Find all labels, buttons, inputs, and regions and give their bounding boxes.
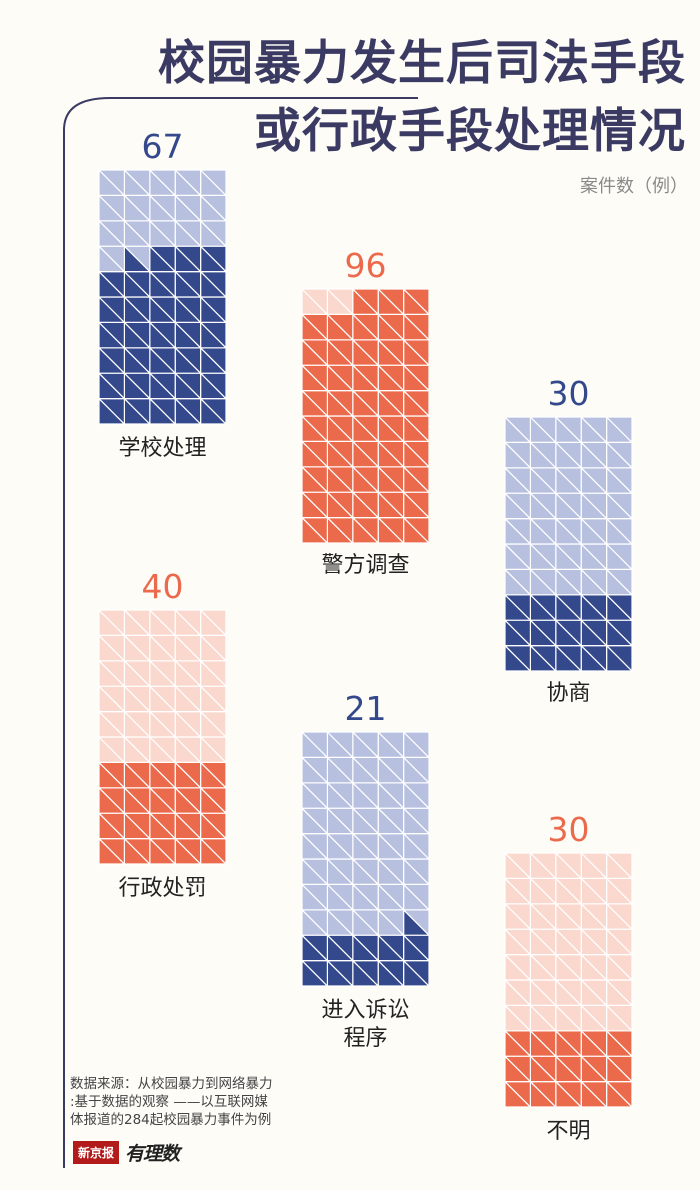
waffle-cell-item-1: [199, 169, 227, 197]
waffle-cell-item-5: [376, 731, 405, 759]
waffle-cell-item-4: [199, 609, 227, 637]
source-line-1: 数据来源：从校园暴力到网络暴力: [70, 1076, 273, 1092]
data-source-note: 数据来源：从校园暴力到网络暴力 :基于数据的观察 ——以互联网媒 体报道的284…: [70, 1075, 320, 1129]
value-label-item-5: 21: [345, 689, 387, 728]
waffle-cell-item-6: [554, 852, 582, 880]
waffle-cell-item-6: [579, 852, 608, 880]
waffle-cell-item-2: [376, 288, 405, 316]
waffle-cell-item-1: [148, 169, 176, 197]
logo-box-text: 新京报: [73, 1140, 120, 1164]
category-label-item-2: 警方调查: [321, 553, 409, 578]
chart-title-line-1: 校园暴力发生后司法手段: [158, 36, 686, 91]
waffle-cell-item-2: [351, 288, 379, 316]
source-line-3: 体报道的284起校园暴力事件为例: [70, 1112, 272, 1128]
waffle-cell-item-5: [351, 731, 379, 759]
unit-label: 案件数（例）: [580, 176, 688, 197]
waffle-cell-item-2: [300, 288, 328, 316]
waffle-item-3: 30 协商: [503, 374, 634, 706]
publisher-logo: 新京报 有理数: [73, 1140, 180, 1165]
waffle-cell-item-4: [122, 609, 151, 637]
category-label-item-6: 不明: [546, 1119, 590, 1144]
category-label-item-5-line-2: 程序: [343, 1026, 387, 1051]
waffle-cell-item-1: [122, 169, 151, 197]
category-label-item-4: 行政处罚: [118, 876, 206, 901]
category-label-item-3: 协商: [546, 681, 590, 706]
waffle-cell-item-1: [173, 169, 202, 197]
chart-title-line-2: 或行政手段处理情况: [254, 104, 686, 159]
value-label-item-4: 40: [142, 567, 184, 606]
waffle-cell-item-3: [554, 416, 582, 444]
value-label-item-6: 30: [548, 810, 590, 849]
waffle-cell-item-3: [605, 416, 633, 444]
waffle-item-1: 67 学校处理: [97, 127, 228, 461]
waffle-cell-item-2: [325, 288, 354, 316]
waffle-cell-item-4: [173, 609, 202, 637]
waffle-cell-item-6: [503, 852, 532, 880]
waffle-item-6: 30 不明: [503, 810, 634, 1144]
category-label-item-1: 学校处理: [118, 436, 206, 461]
waffle-cell-item-4: [148, 609, 176, 637]
value-label-item-2: 96: [345, 246, 387, 285]
waffle-item-4: 40 行政处罚: [97, 567, 228, 901]
category-label-item-5-line-1: 进入诉讼: [321, 998, 409, 1023]
logo-script-text: 有理数: [125, 1142, 180, 1165]
waffle-cell-item-3: [579, 416, 608, 444]
waffle-cell-item-5: [300, 731, 328, 759]
waffle-cell-item-3: [503, 416, 532, 444]
waffle-cell-item-5: [325, 731, 354, 759]
waffle-cell-item-5: [402, 731, 430, 759]
value-label-item-1: 67: [142, 127, 184, 166]
waffle-cell-item-3: [528, 416, 557, 444]
waffle-cell-item-2: [402, 288, 430, 316]
waffle-cell-item-6: [528, 852, 557, 880]
waffle-item-2: 96 警方调查: [300, 246, 431, 578]
waffle-cell-item-4: [97, 609, 126, 637]
source-line-2: :基于数据的观察 ——以互联网媒: [70, 1094, 268, 1110]
value-label-item-3: 30: [548, 374, 590, 413]
waffle-cell-item-1: [97, 169, 126, 197]
waffle-cell-item-6: [605, 852, 633, 880]
